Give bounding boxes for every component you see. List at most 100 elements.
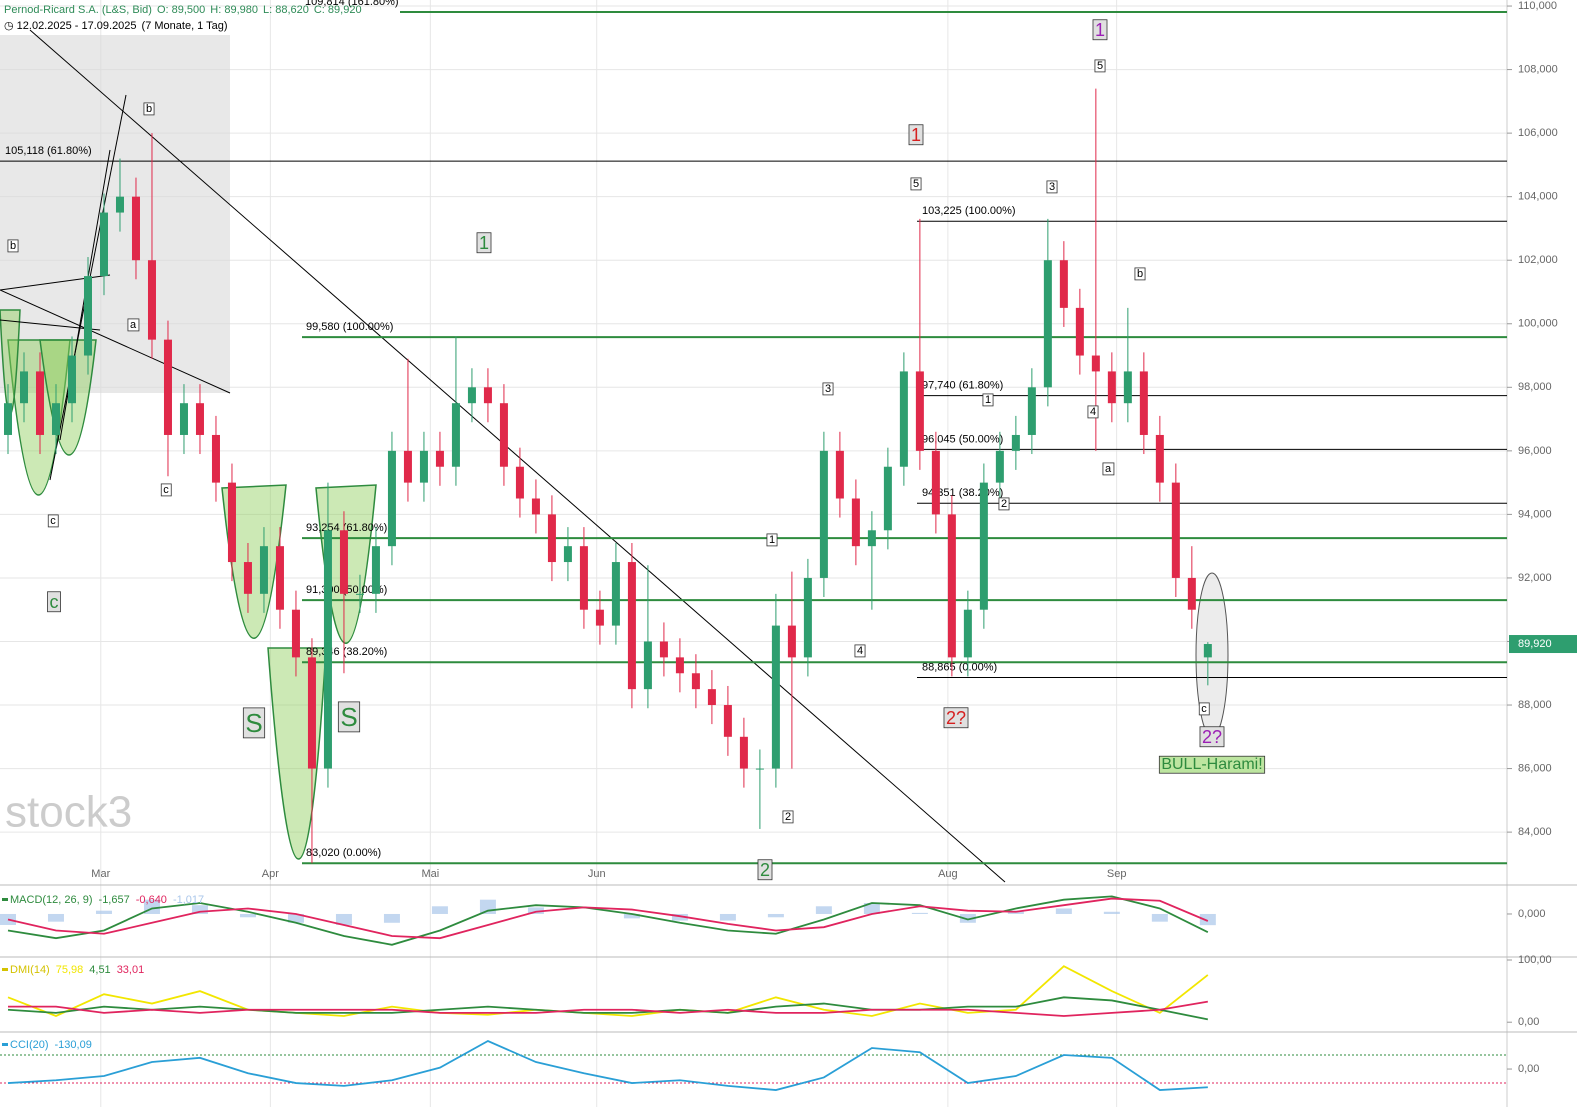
candle-body <box>1123 371 1132 404</box>
x-tick-label: Apr <box>262 868 279 880</box>
candle-body <box>131 196 140 261</box>
wave-label: a <box>130 319 137 331</box>
candle-body <box>435 450 444 467</box>
level-label: 97,740 (61.80%) <box>922 379 1003 391</box>
indicator-title: DMI(14) <box>10 964 50 976</box>
candle-body <box>707 689 716 706</box>
candle-body <box>835 450 844 499</box>
candle-body <box>691 673 700 690</box>
x-tick-label: Mar <box>91 868 110 880</box>
wave-label: 1 <box>479 233 489 253</box>
candle-body <box>1171 482 1180 578</box>
ohlc: L: 88,620 <box>262 4 309 16</box>
instrument: Pernod-Ricard S.A. (L&S, Bid) <box>4 4 152 16</box>
label-box <box>1087 405 1099 419</box>
y-tick-label: 110,000 <box>1518 0 1557 12</box>
candle-body <box>1027 387 1036 435</box>
histogram-bar <box>383 913 400 923</box>
candle-body <box>467 387 476 404</box>
candle-body <box>3 403 12 435</box>
y-tick-label: 96,000 <box>1518 445 1552 457</box>
y-tick-label: 98,000 <box>1518 381 1552 393</box>
label-box <box>242 707 266 739</box>
label-box <box>1046 180 1058 194</box>
indicator-line <box>7 965 1209 1017</box>
candle-body <box>35 371 44 435</box>
histogram-bar <box>767 913 784 918</box>
y-tick-label: 0,000 <box>1518 908 1546 920</box>
label-box <box>908 124 924 146</box>
y-tick-label: 92,000 <box>1518 572 1552 584</box>
candle-body <box>1187 577 1196 610</box>
label-box <box>854 644 866 658</box>
indicator-title: CCI(20) <box>10 1039 49 1051</box>
candle-body <box>595 609 604 626</box>
label-box <box>782 810 794 824</box>
candle-body <box>451 403 460 467</box>
histogram-bar <box>623 913 640 919</box>
indicator-line <box>7 1000 1208 1017</box>
candle-body <box>1075 307 1084 356</box>
candle-body <box>755 768 764 770</box>
candle-body <box>531 498 540 515</box>
y-tick-label: 0,00 <box>1518 1063 1539 1075</box>
label-box <box>910 177 922 191</box>
candle-body <box>995 450 1004 483</box>
indicator-line <box>7 996 1209 1021</box>
candle-body <box>419 450 428 483</box>
ohlc: H: 89,980 <box>210 4 258 16</box>
histogram-bar <box>479 899 496 914</box>
candle-body <box>627 562 636 690</box>
label-box <box>982 393 994 407</box>
level-label: 109,814 (161.80%) <box>305 0 399 8</box>
histogram-bar <box>239 913 256 918</box>
wave-label: 4 <box>857 645 863 657</box>
candle-body <box>1139 371 1148 435</box>
candle-body <box>931 450 940 515</box>
indicator-line <box>7 897 1209 940</box>
label-box <box>143 102 155 116</box>
wave-label: 2? <box>1202 727 1222 747</box>
wave-label: 2 <box>1001 498 1007 510</box>
candle-body <box>195 403 204 435</box>
y-tick-label: 106,000 <box>1518 127 1558 139</box>
histogram-bar <box>95 910 112 914</box>
indicator-line <box>7 1040 1208 1091</box>
wave-label: 2 <box>785 811 791 823</box>
legend-swatch <box>2 968 8 971</box>
legend-value: -0,640 <box>136 894 167 906</box>
candle-body <box>643 641 652 690</box>
date-range: 12.02.2025 - 17.09.2025 <box>16 20 137 32</box>
legend-value: -1,657 <box>99 894 130 906</box>
histogram-bar <box>863 902 880 914</box>
wave-label: 5 <box>1097 60 1103 72</box>
wave-label: BULL-Harami! <box>1161 756 1262 773</box>
level-label: 99,580 (100.00%) <box>306 321 393 333</box>
y-tick-label: 100,00 <box>1518 954 1552 966</box>
histogram-bar <box>191 905 208 914</box>
candle-body <box>275 546 284 610</box>
y-tick-label: 100,000 <box>1518 318 1558 330</box>
histogram-bar <box>719 913 736 921</box>
histogram-bar <box>671 913 688 921</box>
candle-body <box>851 498 860 547</box>
wave-label: 3 <box>1049 181 1055 193</box>
histogram-bar <box>47 913 64 922</box>
candle-body <box>115 196 124 213</box>
candle-body <box>307 657 316 769</box>
candle-body <box>787 625 796 658</box>
histogram-bar <box>815 906 832 914</box>
ohlc: O: 89,500 <box>156 4 206 16</box>
label-box <box>1199 726 1225 748</box>
label-box <box>766 533 778 547</box>
candle-body <box>771 625 780 769</box>
wave-label: 2 <box>760 860 770 880</box>
histogram-bar <box>1151 913 1168 922</box>
histogram-bar <box>1055 908 1072 914</box>
y-tick-label: 86,000 <box>1518 762 1552 774</box>
y-tick-label: 102,000 <box>1518 254 1558 266</box>
candle-body <box>563 546 572 563</box>
y-tick-label: 94,000 <box>1518 508 1552 520</box>
price-tag-label: 89,920 <box>1518 638 1552 650</box>
